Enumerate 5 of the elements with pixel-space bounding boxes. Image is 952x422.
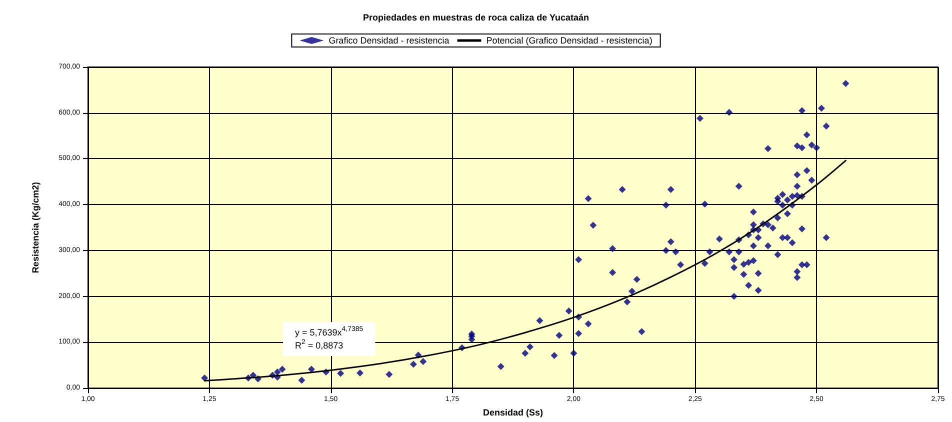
legend-label: Potencial (Grafico Densidad - resistencia)	[486, 36, 652, 46]
y-axis-title: Resistencia (Kg/cm2)	[30, 182, 40, 274]
x-axis-title: Densidad (Ss)	[482, 408, 544, 418]
legend-label: Grafico Densidad - resistencia	[328, 36, 450, 46]
chart-title: Propiedades en muestras de roca caliza de Yucataán	[363, 12, 589, 22]
